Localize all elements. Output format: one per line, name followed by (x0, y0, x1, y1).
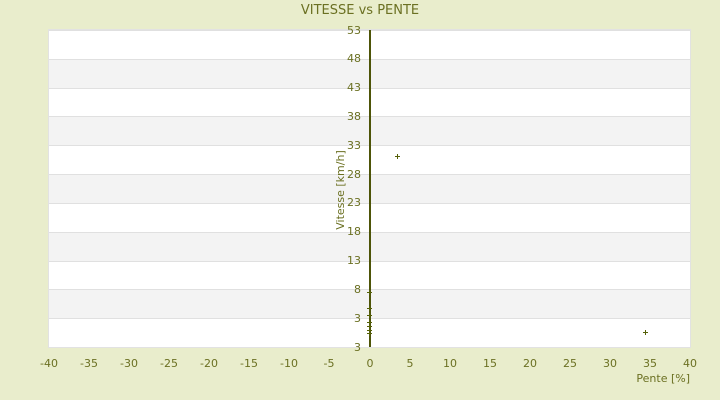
x-tick-label: 35 (643, 357, 657, 370)
data-point (395, 154, 400, 159)
x-tick-label: -30 (120, 357, 138, 370)
y-tick-label: 3 (354, 341, 361, 354)
y-tick-label: 33 (347, 139, 361, 152)
y-tick-label: 23 (347, 196, 361, 209)
x-tick-label: -35 (80, 357, 98, 370)
y-tick-label: 53 (347, 24, 361, 37)
data-point (367, 290, 372, 295)
zero-axis-line (369, 30, 371, 347)
gridline (49, 347, 690, 348)
data-point (367, 331, 372, 336)
data-point (367, 313, 372, 318)
x-tick-label: 25 (563, 357, 577, 370)
y-tick-label: 3 (354, 312, 361, 325)
y-axis-label: Vitesse [km/h] (334, 150, 347, 230)
x-tick-label: 10 (443, 357, 457, 370)
x-tick-label: -20 (200, 357, 218, 370)
x-tick-label: 20 (523, 357, 537, 370)
x-tick-label: -40 (40, 357, 58, 370)
y-tick-label: 43 (347, 81, 361, 94)
y-tick-label: 18 (347, 225, 361, 238)
data-point (643, 330, 648, 335)
x-tick-label: -25 (160, 357, 178, 370)
data-point (367, 324, 372, 329)
y-tick-label: 8 (354, 283, 361, 296)
y-tick-label: 48 (347, 52, 361, 65)
y-tick-label: 28 (347, 168, 361, 181)
chart-title: VITESSE vs PENTE (300, 3, 420, 18)
data-point (367, 328, 372, 333)
data-point (367, 306, 372, 311)
x-tick-label: -15 (240, 357, 258, 370)
y-tick-label: 13 (347, 254, 361, 267)
x-tick-label: 0 (366, 357, 374, 370)
x-tick-label: -10 (280, 357, 298, 370)
plot-area (48, 29, 691, 348)
x-tick-label: 15 (483, 357, 497, 370)
x-tick-label: 30 (603, 357, 617, 370)
x-tick-label: -5 (323, 357, 335, 370)
x-axis-label: Pente [%] (636, 372, 690, 385)
x-tick-label: 5 (406, 357, 414, 370)
x-tick-label: 40 (683, 357, 697, 370)
data-point (367, 320, 372, 325)
y-tick-label: 38 (347, 110, 361, 123)
